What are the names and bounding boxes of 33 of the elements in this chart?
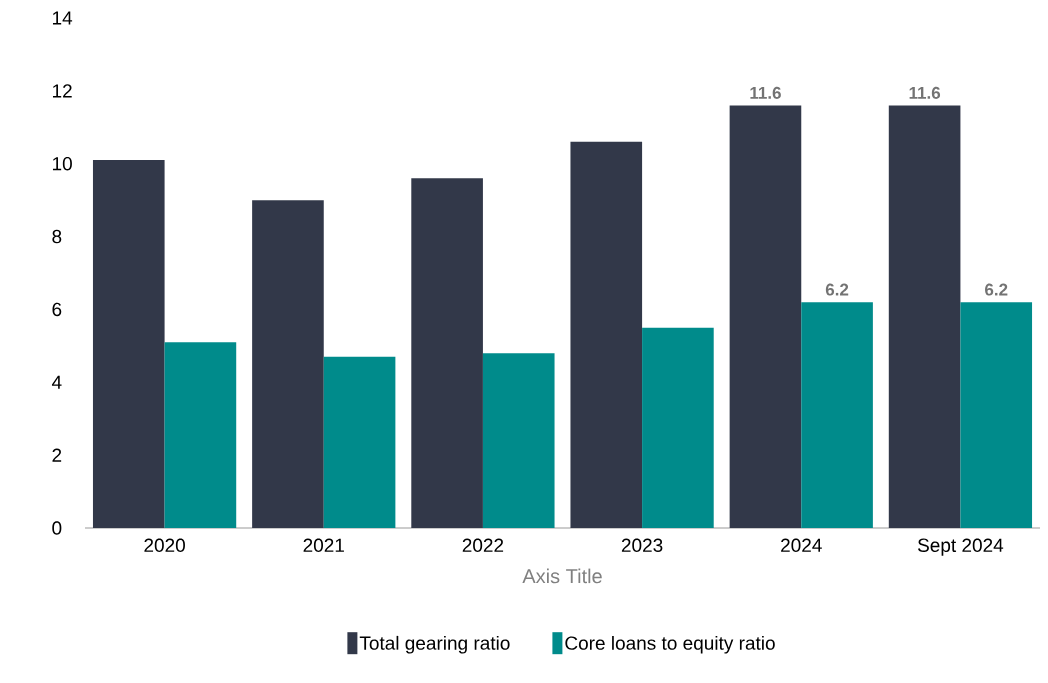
bar	[323, 356, 396, 528]
data-label: 11.6	[909, 86, 941, 99]
y-tick-label: 8	[52, 229, 62, 244]
x-tick-label: 2023	[621, 538, 663, 552]
bar	[252, 200, 324, 528]
legend-label: Total gearing ratio	[359, 635, 510, 654]
y-tick-label: 4	[51, 375, 62, 389]
bar	[729, 105, 802, 528]
bar	[570, 141, 643, 528]
y-tick-label: 12	[52, 84, 72, 98]
y-tick-label: 2	[52, 448, 62, 462]
data-label: 6.2	[825, 283, 849, 296]
bar	[411, 178, 483, 528]
x-tick-label: Sept 2024	[917, 538, 1004, 556]
x-tick-label: 2020	[144, 538, 185, 552]
bar	[642, 327, 714, 528]
bar	[92, 160, 165, 528]
bar	[801, 302, 873, 528]
x-tick-label: 2022	[462, 538, 504, 552]
bar	[164, 342, 237, 528]
x-axis-title: Axis Title	[522, 568, 602, 584]
y-tick-label: 14	[52, 11, 73, 25]
bar	[482, 353, 555, 528]
x-tick-label: 2021	[303, 538, 344, 552]
x-tick-label: 2024	[781, 538, 822, 552]
y-tick-label: 6	[52, 302, 62, 317]
data-label: 11.6	[750, 86, 781, 99]
data-label: 6.2	[985, 283, 1008, 296]
y-tick-label: 10	[52, 156, 72, 171]
bar	[960, 302, 1033, 528]
bar	[888, 105, 961, 528]
y-tick-label: 0	[52, 521, 62, 535]
legend-label: Core loans to equity ratio	[565, 635, 775, 654]
